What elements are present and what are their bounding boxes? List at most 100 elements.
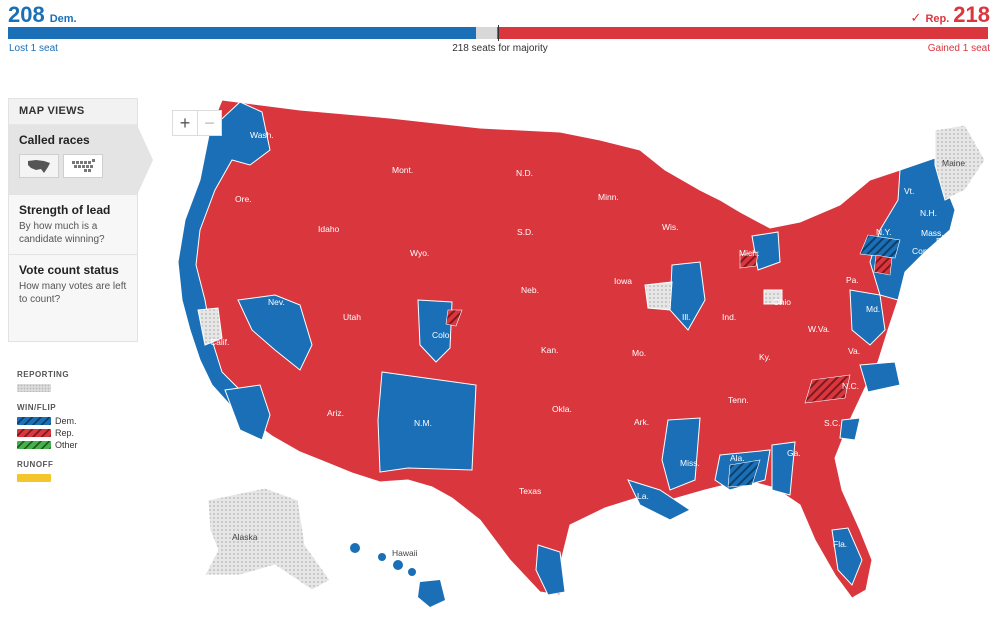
state-label-nh: N.H.: [920, 208, 937, 218]
legend-heading-reporting: REPORTING: [17, 370, 70, 379]
tenn-flipped-district[interactable]: [727, 459, 761, 488]
alaska-reporting[interactable]: [204, 487, 331, 591]
ohio-reporting[interactable]: [763, 289, 783, 305]
majority-marker: [498, 25, 499, 41]
pa-flipped-district[interactable]: [873, 254, 893, 276]
legend-row-reporting: [17, 382, 137, 394]
seat-tally: 208 Dem. ✓ Rep. 218 Lost 1 seat 218 seat…: [0, 0, 1000, 60]
georgia-dem[interactable]: [771, 441, 796, 496]
calif-reporting[interactable]: [197, 307, 223, 346]
us-map-icon: [28, 160, 50, 173]
other-flip-swatch: [17, 441, 51, 449]
rep-party-label: Rep.: [925, 13, 950, 25]
mississippi-delta-dem[interactable]: [661, 417, 701, 491]
winner-check-icon: ✓: [910, 10, 922, 25]
rep-flip-swatch: [17, 429, 51, 437]
state-label-colo: Colo.: [432, 330, 452, 340]
mich-flipped-district[interactable]: [739, 251, 759, 269]
state-label-sc: S.C.: [824, 418, 841, 428]
state-label-ala: Ala.: [730, 453, 745, 463]
hawaii-islands[interactable]: [350, 543, 445, 607]
illinois-reporting[interactable]: [644, 281, 673, 311]
state-label-la: La.: [637, 491, 649, 501]
runoff-swatch: [17, 474, 51, 482]
state-label-minn: Minn.: [598, 192, 619, 202]
state-label-hawaii: Hawaii: [392, 548, 418, 558]
zoom-out-button[interactable]: −: [197, 111, 221, 135]
state-label-mo: Mo.: [632, 348, 646, 358]
south-texas-dem[interactable]: [535, 544, 566, 596]
state-label-nc: N.C.: [842, 381, 859, 391]
state-label-kan: Kan.: [541, 345, 559, 355]
state-label-calif: Calif.: [210, 337, 229, 347]
view-option-vote-count-status[interactable]: Vote count status How many votes are lef…: [9, 255, 137, 314]
state-label-ohio: Ohio: [773, 297, 791, 307]
dem-seat-change: Lost 1 seat: [9, 43, 58, 54]
view-option-strength-of-lead[interactable]: Strength of lead By how much is a candid…: [9, 195, 137, 255]
legend-row-rep: Rep.: [17, 427, 137, 439]
florida-dem[interactable]: [831, 527, 863, 586]
nc-coast-dem[interactable]: [859, 361, 901, 393]
map-legend: REPORTING WIN/FLIP Dem. Rep. Other RUNOF…: [17, 370, 137, 484]
state-label-conn: Conn.: [912, 246, 935, 256]
rep-seat-bar-fill: [497, 27, 988, 39]
state-label-mich: Mich.: [739, 248, 759, 258]
nc-flipped-districts[interactable]: [804, 374, 851, 404]
state-label-neb: Neb.: [521, 285, 539, 295]
map-type-toggle: [19, 154, 127, 178]
state-label-tenn: Tenn.: [728, 395, 749, 405]
zoom-in-button[interactable]: +: [179, 112, 191, 133]
louisiana-dem[interactable]: [627, 479, 691, 521]
state-label-wash: Wash.: [250, 130, 274, 140]
rep-seats-number: 218: [953, 2, 990, 27]
sc-coast-dem[interactable]: [839, 417, 861, 441]
pacific-coast-dem[interactable]: [177, 101, 271, 426]
dem-flip-swatch: [17, 417, 51, 425]
dem-seat-bar-fill: [8, 27, 477, 39]
state-label-alaska: Alaska: [232, 532, 258, 542]
state-label-ill: Ill.: [682, 312, 691, 322]
view-option-title: Vote count status: [19, 263, 119, 277]
rep-seat-change: Gained 1 seat: [927, 43, 990, 54]
rep-seat-count: ✓ Rep. 218: [911, 2, 990, 28]
legend-label-other: Other: [55, 440, 78, 450]
state-label-del: Del.: [893, 312, 908, 322]
state-label-pa: Pa.: [846, 275, 859, 285]
dem-seats-number: 208: [8, 2, 45, 27]
view-option-title: Strength of lead: [19, 203, 111, 217]
view-option-called-races[interactable]: Called races: [9, 125, 153, 195]
state-label-miss: Miss.: [680, 458, 700, 468]
state-label-idaho: Idaho: [318, 224, 340, 234]
maine-reporting[interactable]: [934, 124, 986, 201]
southern-california-dem[interactable]: [224, 384, 271, 441]
view-option-description: How many votes are left to count?: [19, 281, 127, 305]
state-label-ga: Ga.: [787, 448, 801, 458]
legend-row-runoff: [17, 472, 137, 484]
dem-party-label: Dem.: [49, 13, 77, 25]
ny-flipped-districts[interactable]: [859, 234, 901, 259]
district-map-toggle[interactable]: [63, 154, 103, 178]
state-label-ore: Ore.: [235, 194, 252, 204]
state-label-okla: Okla.: [552, 404, 572, 414]
geographic-map-toggle[interactable]: [19, 154, 59, 178]
state-label-ariz: Ariz.: [327, 408, 344, 418]
legend-heading-winflip: WIN/FLIP: [17, 403, 57, 412]
new-mexico-dem[interactable]: [377, 371, 477, 473]
map-views-title: MAP VIEWS: [9, 99, 137, 125]
state-label-maine: Maine: [942, 158, 965, 168]
state-label-ky: Ky.: [759, 352, 771, 362]
legend-label-rep: Rep.: [55, 428, 75, 438]
state-label-nev: Nev.: [268, 297, 285, 307]
colorado-dem[interactable]: [417, 299, 453, 363]
mid-atlantic-dem[interactable]: [849, 289, 886, 346]
state-label-wva: W.Va.: [808, 324, 830, 334]
legend-label-dem: Dem.: [55, 416, 77, 426]
dem-seat-count: 208 Dem.: [8, 2, 77, 28]
state-labels: Wash. Ore. Calif. Idaho Nev. Mont. Wyo. …: [210, 130, 965, 558]
colo-flipped-district[interactable]: [445, 309, 463, 327]
view-option-title: Called races: [19, 133, 90, 147]
nevada-dem[interactable]: [237, 294, 313, 371]
state-label-va: Va.: [848, 346, 860, 356]
state-label-ind: Ind.: [722, 312, 736, 322]
